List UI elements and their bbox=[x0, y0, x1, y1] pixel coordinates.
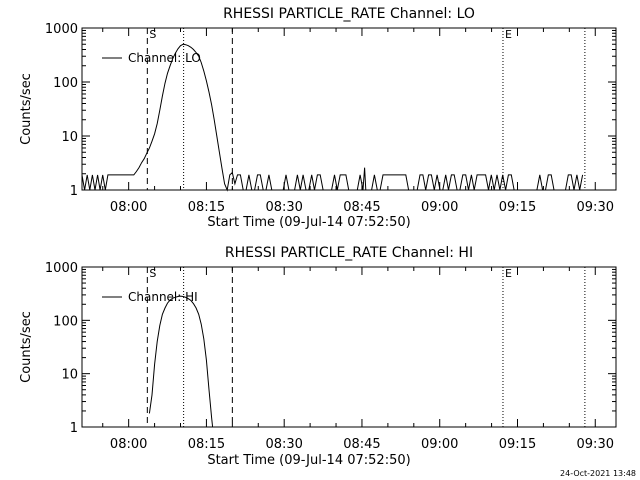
legend-label: Channel: HI bbox=[128, 290, 198, 304]
x-tick-label: 09:30 bbox=[577, 437, 614, 452]
y-tick-label: 1 bbox=[70, 184, 78, 199]
lo-channel-panel: RHESSI PARTICLE_RATE Channel: LO 1 10 100 10… bbox=[19, 6, 617, 230]
y-axis-label: Counts/sec bbox=[19, 73, 34, 145]
legend-label: Channel: LO bbox=[128, 51, 201, 65]
x-tick-label: 08:45 bbox=[343, 200, 380, 215]
footer-timestamp: 24-Oct-2021 13:48 bbox=[560, 469, 636, 478]
series-line bbox=[148, 295, 214, 428]
x-tick-label: 08:15 bbox=[188, 437, 225, 452]
y-tick-label: 100 bbox=[53, 76, 78, 91]
y-tick-label: 1000 bbox=[45, 22, 78, 37]
y-tick-label: 100 bbox=[53, 314, 78, 329]
x-tick-label: 09:15 bbox=[499, 200, 536, 215]
series-line bbox=[81, 43, 584, 192]
x-tick-label: 08:30 bbox=[265, 200, 302, 215]
x-tick-label: 09:00 bbox=[421, 200, 458, 215]
x-axis-label: Start Time (09-Jul-14 07:52:50) bbox=[207, 453, 410, 468]
y-axis-label: Counts/sec bbox=[19, 311, 34, 383]
y-tick-label: 1000 bbox=[45, 261, 78, 276]
time-marker-label: S bbox=[149, 267, 156, 280]
time-marker-label: E bbox=[505, 267, 512, 280]
x-tick-label: 08:00 bbox=[110, 200, 147, 215]
y-tick-label: 10 bbox=[61, 368, 78, 383]
x-tick-label: 08:00 bbox=[110, 437, 147, 452]
x-tick-label: 09:30 bbox=[577, 200, 614, 215]
time-marker-label: E bbox=[505, 28, 512, 41]
chart-title: RHESSI PARTICLE_RATE Channel: LO bbox=[223, 6, 475, 22]
chart-title: RHESSI PARTICLE_RATE Channel: HI bbox=[225, 245, 473, 261]
y-tick-label: 1 bbox=[70, 421, 78, 436]
time-marker-label: S bbox=[149, 28, 156, 41]
x-tick-label: 08:15 bbox=[188, 200, 225, 215]
x-tick-label: 09:15 bbox=[499, 437, 536, 452]
hi-channel-panel: RHESSI PARTICLE_RATE Channel: HI 1 10 100 10… bbox=[19, 245, 617, 468]
x-tick-label: 08:30 bbox=[265, 437, 302, 452]
x-tick-label: 09:00 bbox=[421, 437, 458, 452]
plot-frame bbox=[81, 266, 617, 428]
x-axis-label: Start Time (09-Jul-14 07:52:50) bbox=[207, 215, 410, 230]
x-tick-label: 08:45 bbox=[343, 437, 380, 452]
y-tick-label: 10 bbox=[61, 130, 78, 145]
